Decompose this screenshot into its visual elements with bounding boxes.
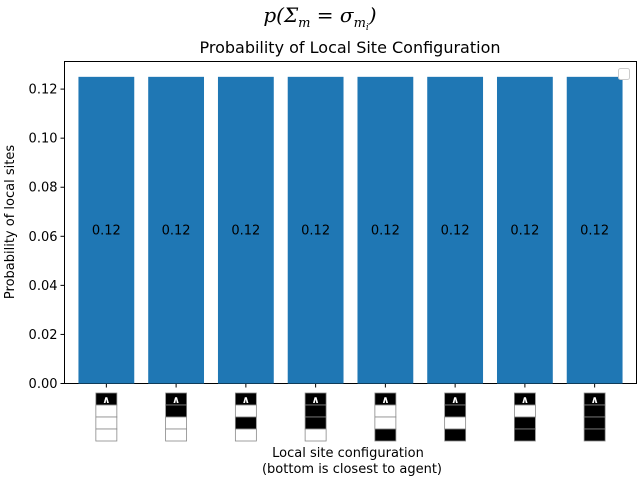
- bar: [427, 76, 484, 384]
- agent-arrow-icon: ∧: [381, 395, 389, 406]
- bar: [78, 76, 135, 384]
- bar-value-label: 0.12: [301, 224, 330, 239]
- site-cell: [513, 416, 536, 430]
- plot-area: [64, 61, 637, 384]
- site-cell: [374, 416, 397, 430]
- site-cell: [234, 428, 257, 442]
- bar-value-label: 0.12: [510, 224, 539, 239]
- y-tick-label: 0.10: [29, 132, 58, 147]
- site-cell: [583, 428, 606, 442]
- x-axis-note: (bottom is closest to agent): [262, 462, 442, 477]
- agent-arrow-icon: ∧: [591, 395, 599, 406]
- site-cell: [374, 428, 397, 442]
- site-cell: [304, 428, 327, 442]
- configuration-icons: ∧ ∧ ∧ ∧ ∧ ∧ ∧ ∧: [95, 383, 606, 442]
- site-cell: [95, 428, 118, 442]
- bar-value-label: 0.12: [92, 224, 121, 239]
- site-cell: [444, 416, 467, 430]
- bar-value-label: 0.12: [231, 224, 260, 239]
- configuration-icon: ∧: [165, 392, 188, 442]
- x-axis-label: Local site configuration: [272, 446, 424, 461]
- site-cell: [95, 404, 118, 418]
- site-cell: [583, 416, 606, 430]
- y-axis-label: Probability of local sites: [3, 145, 18, 299]
- chart-suptitle: p(Σm = σmi): [263, 3, 376, 33]
- site-cell: [304, 404, 327, 418]
- bar: [496, 76, 553, 384]
- y-tick-label: 0.08: [29, 181, 58, 196]
- site-cell: [583, 404, 606, 418]
- configuration-icon: ∧: [95, 392, 118, 442]
- site-cell: [374, 404, 397, 418]
- y-tick-label: 0.12: [29, 83, 58, 98]
- y-axis: 0.00 0.02 0.04 0.06 0.08 0.10 0.12: [29, 83, 65, 392]
- bar-value-label: 0.12: [162, 224, 191, 239]
- site-cell: [444, 428, 467, 442]
- agent-arrow-icon: ∧: [172, 395, 180, 406]
- agent-arrow-icon: ∧: [451, 395, 459, 406]
- site-cell: [165, 416, 188, 430]
- agent-arrow-icon: ∧: [242, 395, 250, 406]
- bar: [566, 76, 623, 384]
- configuration-icon: ∧: [374, 392, 397, 442]
- site-cell: [444, 404, 467, 418]
- site-cell: [513, 404, 536, 418]
- configuration-icon: ∧: [304, 392, 327, 442]
- y-tick-label: 0.02: [29, 328, 58, 343]
- bar-value-label: 0.12: [371, 224, 400, 239]
- bar: [357, 76, 414, 384]
- bar-labels: 0.12 0.12 0.12 0.12 0.12 0.12 0.12 0.12: [92, 224, 609, 239]
- y-tick-label: 0.00: [29, 377, 58, 392]
- agent-arrow-icon: ∧: [521, 395, 529, 406]
- configuration-icon: ∧: [513, 392, 536, 442]
- agent-arrow-icon: ∧: [102, 395, 110, 406]
- bars: [78, 76, 623, 384]
- site-cell: [165, 428, 188, 442]
- site-cell: [234, 416, 257, 430]
- legend-box[interactable]: [618, 68, 630, 80]
- site-cell: [165, 404, 188, 418]
- chart-title: Probability of Local Site Configuration: [199, 38, 500, 57]
- site-cell: [513, 428, 536, 442]
- y-tick-label: 0.04: [29, 279, 58, 294]
- y-tick-label: 0.06: [29, 230, 58, 245]
- site-cell: [304, 416, 327, 430]
- bar-value-label: 0.12: [580, 224, 609, 239]
- bar-value-label: 0.12: [441, 224, 470, 239]
- configuration-icon: ∧: [234, 392, 257, 442]
- site-cell: [95, 416, 118, 430]
- bar: [217, 76, 274, 384]
- bar: [287, 76, 344, 384]
- bar: [148, 76, 205, 384]
- configuration-icon: ∧: [444, 392, 467, 442]
- agent-arrow-icon: ∧: [312, 395, 320, 406]
- configuration-icon: ∧: [583, 392, 606, 442]
- site-cell: [234, 404, 257, 418]
